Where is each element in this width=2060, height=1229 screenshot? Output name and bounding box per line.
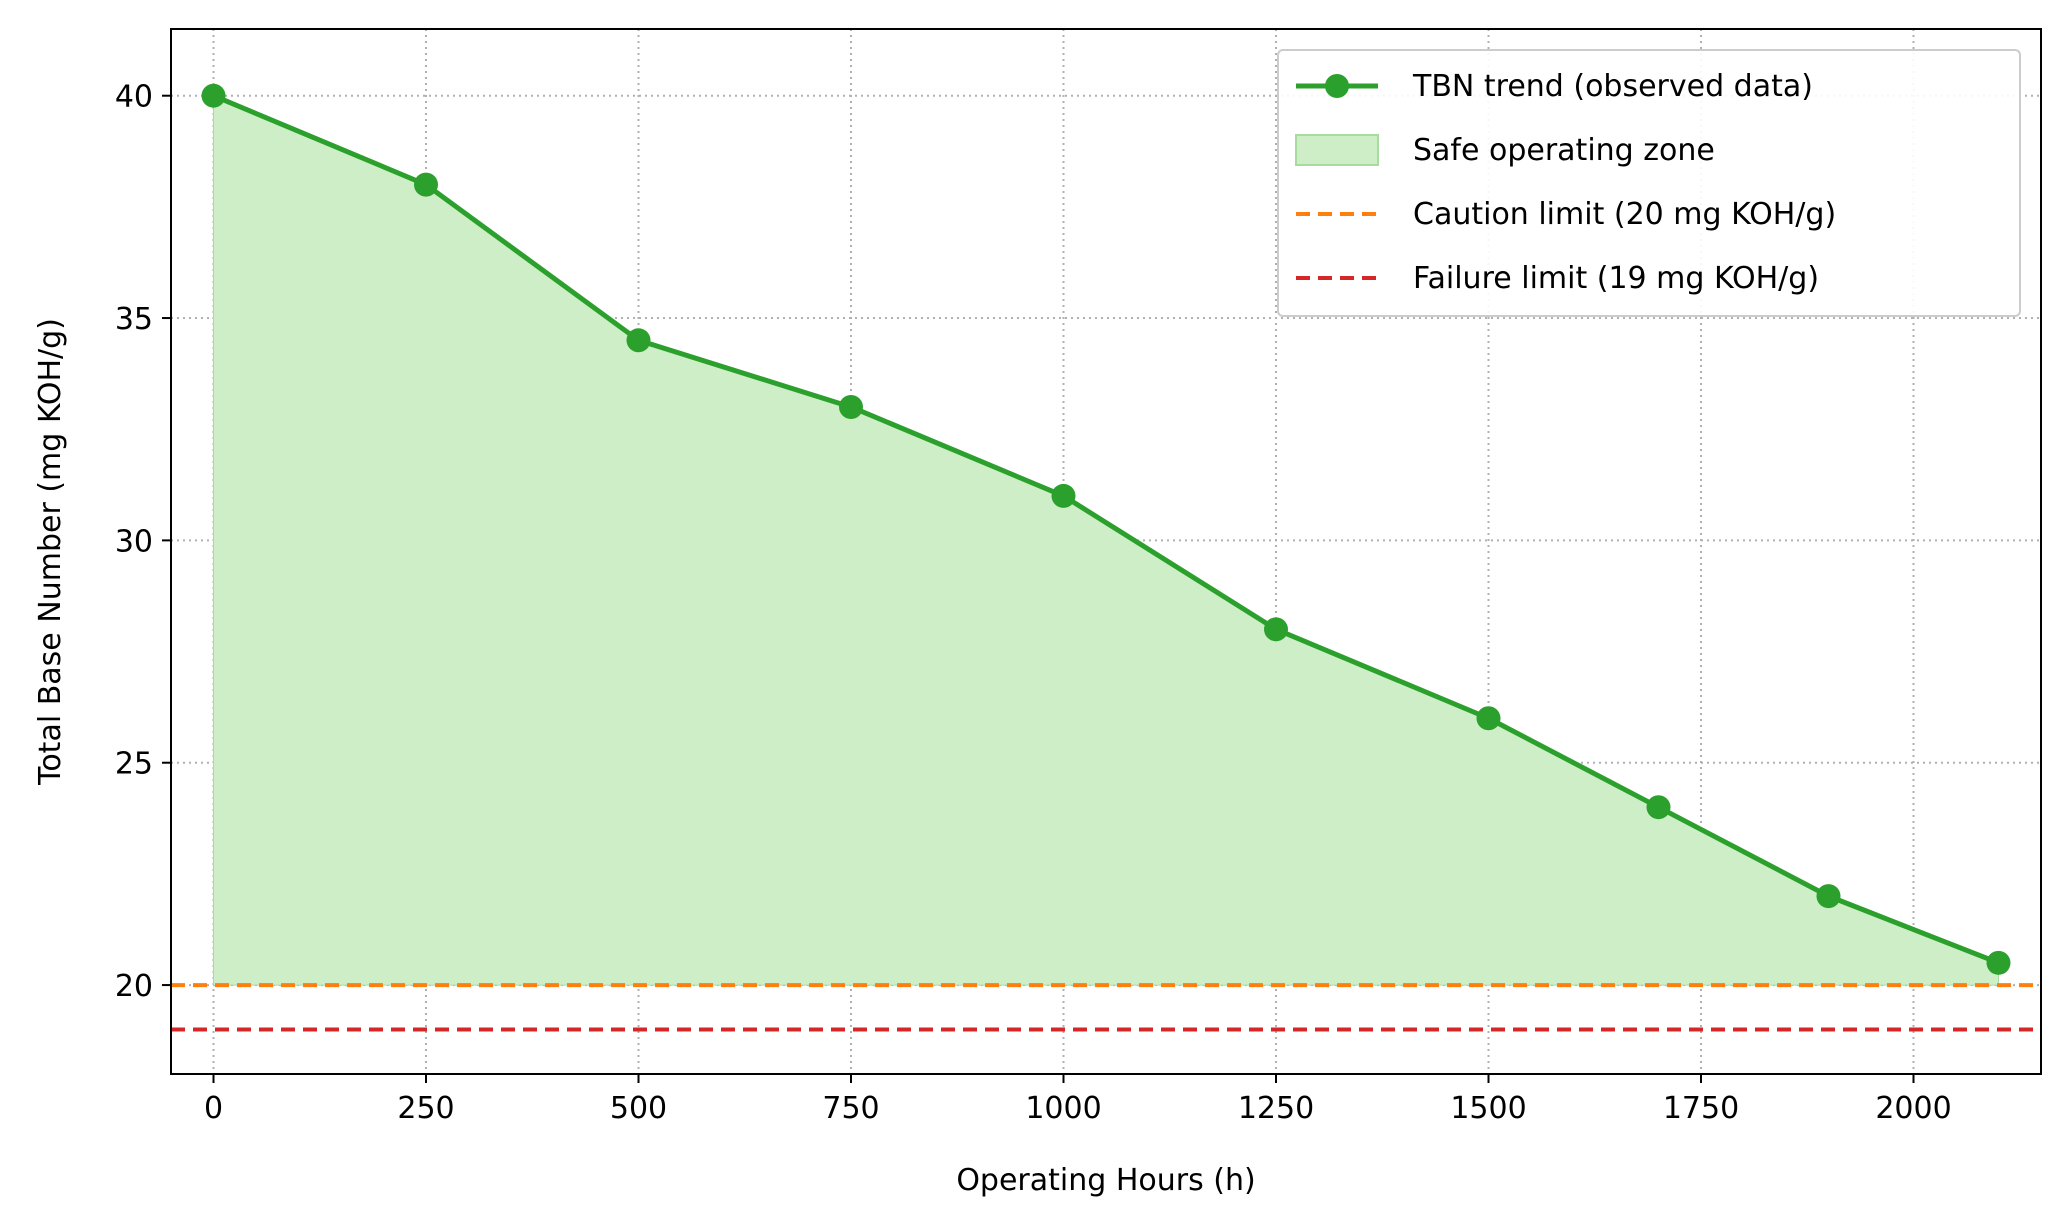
tbn-trend-line <box>212 93 2000 966</box>
x-tick-label: 0 <box>204 1091 223 1126</box>
legend-label-safe-zone: Safe operating zone <box>1413 133 1715 168</box>
y-tick-label: 25 <box>115 747 153 782</box>
x-tick-label: 250 <box>397 1091 454 1126</box>
y-tick-label: 40 <box>115 80 153 115</box>
legend-box <box>1277 49 2021 317</box>
x-tick-label: 1250 <box>1238 1091 1314 1126</box>
legend-swatch-tbn-marker <box>1325 74 1349 98</box>
reference-lines <box>171 983 2041 1032</box>
x-tick-label: 750 <box>822 1091 879 1126</box>
x-tick-label: 1500 <box>1450 1091 1526 1126</box>
plot-frame <box>170 28 2042 1075</box>
tbn-data-point <box>1646 795 1671 820</box>
tbn-data-point <box>626 328 651 353</box>
tbn-data-point <box>1264 617 1288 642</box>
x-tick-label: 1750 <box>1663 1091 1739 1126</box>
tbn-data-point <box>1986 950 2011 975</box>
y-tick-label: 30 <box>115 524 153 559</box>
x-tick-label: 1000 <box>1025 1091 1101 1126</box>
legend-swatch-safe-zone <box>1295 134 1379 166</box>
tbn-data-point <box>1816 884 1841 909</box>
y-tick-label: 35 <box>115 302 153 337</box>
legend-label-tbn-trend: TBN trend (observed data) <box>1412 69 1813 104</box>
x-tick-label: 500 <box>610 1091 667 1126</box>
series-layer <box>201 83 2011 975</box>
tbn-data-point <box>1051 483 1076 508</box>
tbn-data-point <box>201 83 226 108</box>
tbn-data-point <box>1476 706 1501 731</box>
y-axis-label: Total Base Number (mg KOH/g) <box>33 318 68 786</box>
y-tick-label: 20 <box>115 969 153 1004</box>
x-axis-label: Operating Hours (h) <box>956 1163 1255 1198</box>
legend-label-failure-limit: Failure limit (19 mg KOH/g) <box>1413 261 1819 296</box>
legend: TBN trend (observed data) Safe operating… <box>1277 49 2021 317</box>
axis-ticks: 0 250 500 750 1000 1250 1500 1750 2000 20 25 30 35 40 <box>115 80 1952 1126</box>
tbn-data-point <box>839 394 863 419</box>
x-tick-label: 2000 <box>1875 1091 1951 1126</box>
tbn-data-point <box>414 172 438 197</box>
legend-label-caution-limit: Caution limit (20 mg KOH/g) <box>1413 197 1836 232</box>
